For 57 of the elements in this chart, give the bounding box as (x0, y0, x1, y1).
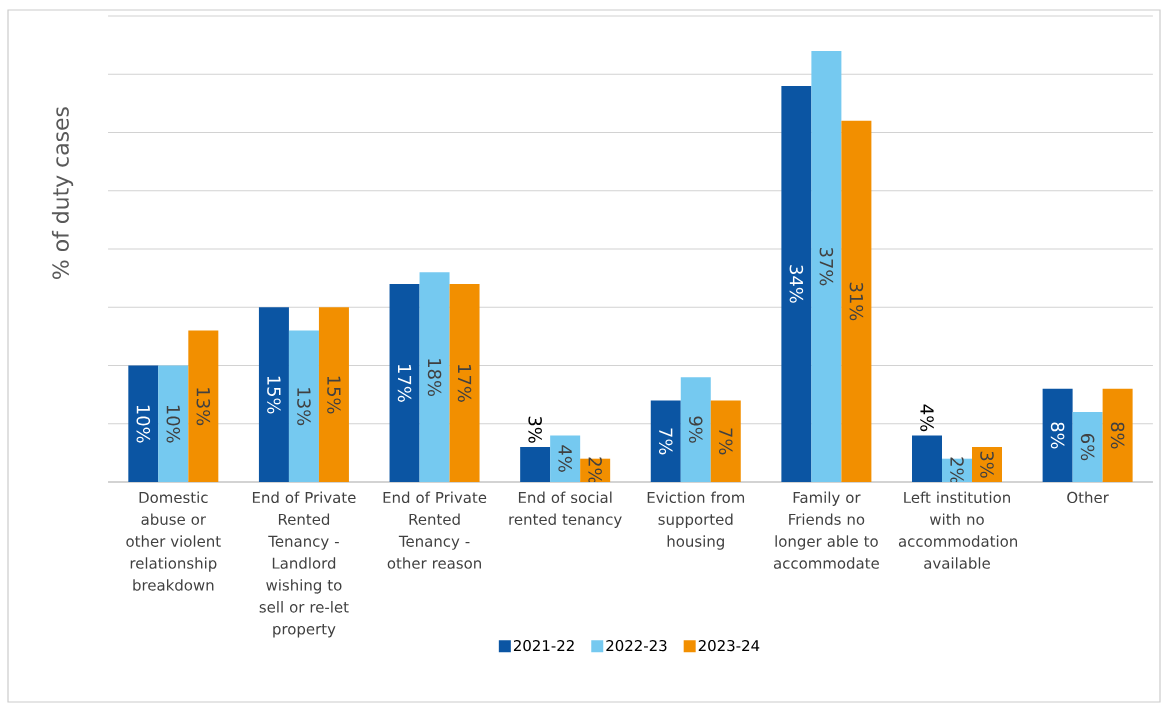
x-tick-label: Eviction from supported housing (647, 491, 745, 550)
data-label: 37% (819, 247, 834, 286)
data-label: 17% (457, 365, 472, 402)
x-tick-label: Other (1067, 491, 1109, 504)
bar (188, 330, 219, 482)
legend-label: 2023-24 (698, 639, 760, 652)
data-label: 13% (196, 388, 211, 426)
bar (128, 365, 159, 482)
bar (550, 435, 581, 482)
legend-label: 2022-23 (606, 639, 667, 652)
x-tick-label: Left institution with no accommodation available (898, 491, 1018, 569)
x-tick-label: Domestic abuse or other violent relationship breakdown (126, 491, 221, 591)
bar (318, 307, 349, 482)
data-label: 15% (327, 376, 341, 414)
bar (288, 330, 319, 482)
y-axis-title: % of duty cases (51, 107, 74, 279)
bar (710, 400, 741, 482)
data-label: 31% (849, 282, 864, 321)
bar (520, 447, 551, 482)
bar (1072, 412, 1103, 482)
data-label: 17% (397, 365, 412, 402)
data-label: 4% (558, 445, 572, 472)
data-label: 18% (427, 359, 442, 397)
data-label: 6% (1080, 434, 1095, 461)
bar (841, 120, 872, 482)
data-label: 10% (136, 405, 151, 443)
x-tick-label: End of Private Rented Tenancy - other reason (383, 491, 487, 569)
legend-label: 2021-22 (513, 639, 574, 652)
data-label: 10% (166, 405, 181, 443)
data-label: 8% (1110, 422, 1125, 449)
data-label: 3% (980, 451, 994, 478)
data-label: 4% (920, 404, 934, 432)
bar (811, 50, 842, 482)
bar (781, 85, 812, 482)
data-label: 7% (659, 428, 673, 455)
bar (1102, 388, 1133, 482)
bar (419, 272, 450, 482)
bar (1042, 388, 1073, 482)
bar (158, 365, 189, 482)
x-tick-label: Family or Friends no longer able to accommodate (773, 491, 879, 569)
data-label: 2% (950, 457, 964, 484)
data-label: 8% (1050, 422, 1065, 449)
bar (972, 447, 1002, 482)
data-label: 13% (297, 388, 311, 426)
bar (912, 435, 942, 482)
data-label: 7% (719, 428, 733, 455)
data-label: 3% (528, 416, 542, 443)
x-tick-label: End of social rented tenancy (509, 491, 622, 528)
bar (449, 283, 480, 482)
bar (680, 377, 711, 482)
data-label: 9% (689, 416, 703, 443)
data-label: 15% (267, 376, 281, 414)
x-tick-label: End of Private Rented Tenancy - Landlord wishing to sell or re-let property (252, 491, 356, 638)
bar (389, 283, 420, 482)
bar (650, 400, 681, 482)
bar (258, 307, 289, 482)
data-label: 34% (789, 265, 804, 303)
